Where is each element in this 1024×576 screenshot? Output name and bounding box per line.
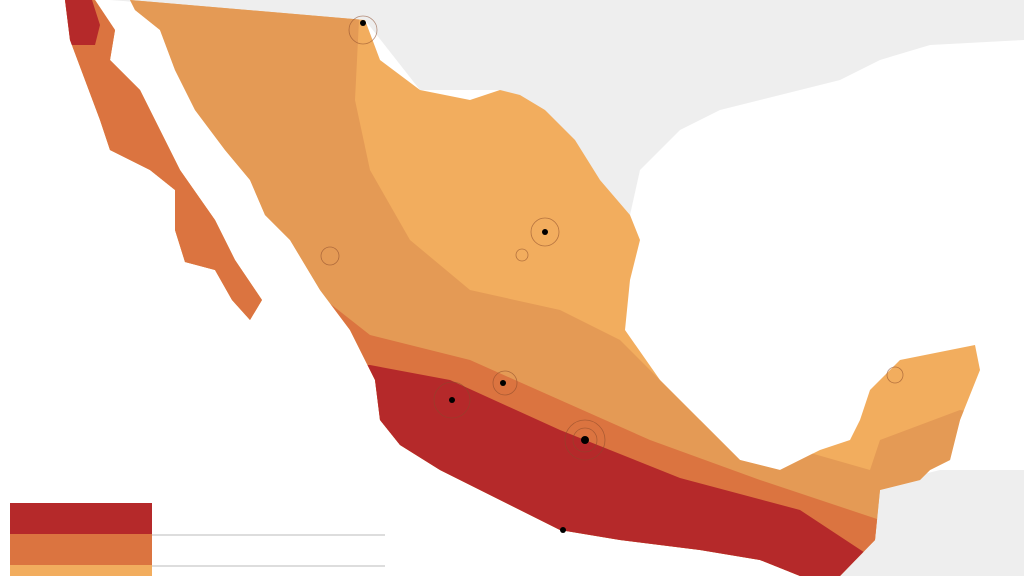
- cities: [360, 20, 589, 533]
- zone-very-high: [65, 0, 900, 576]
- legend-swatch: [10, 565, 152, 576]
- legend: [10, 503, 385, 576]
- legend-swatch: [10, 534, 152, 565]
- central-america: [840, 470, 1024, 576]
- usa: [110, 0, 1024, 215]
- towns: [320, 15, 904, 461]
- legend-swatch: [10, 503, 152, 534]
